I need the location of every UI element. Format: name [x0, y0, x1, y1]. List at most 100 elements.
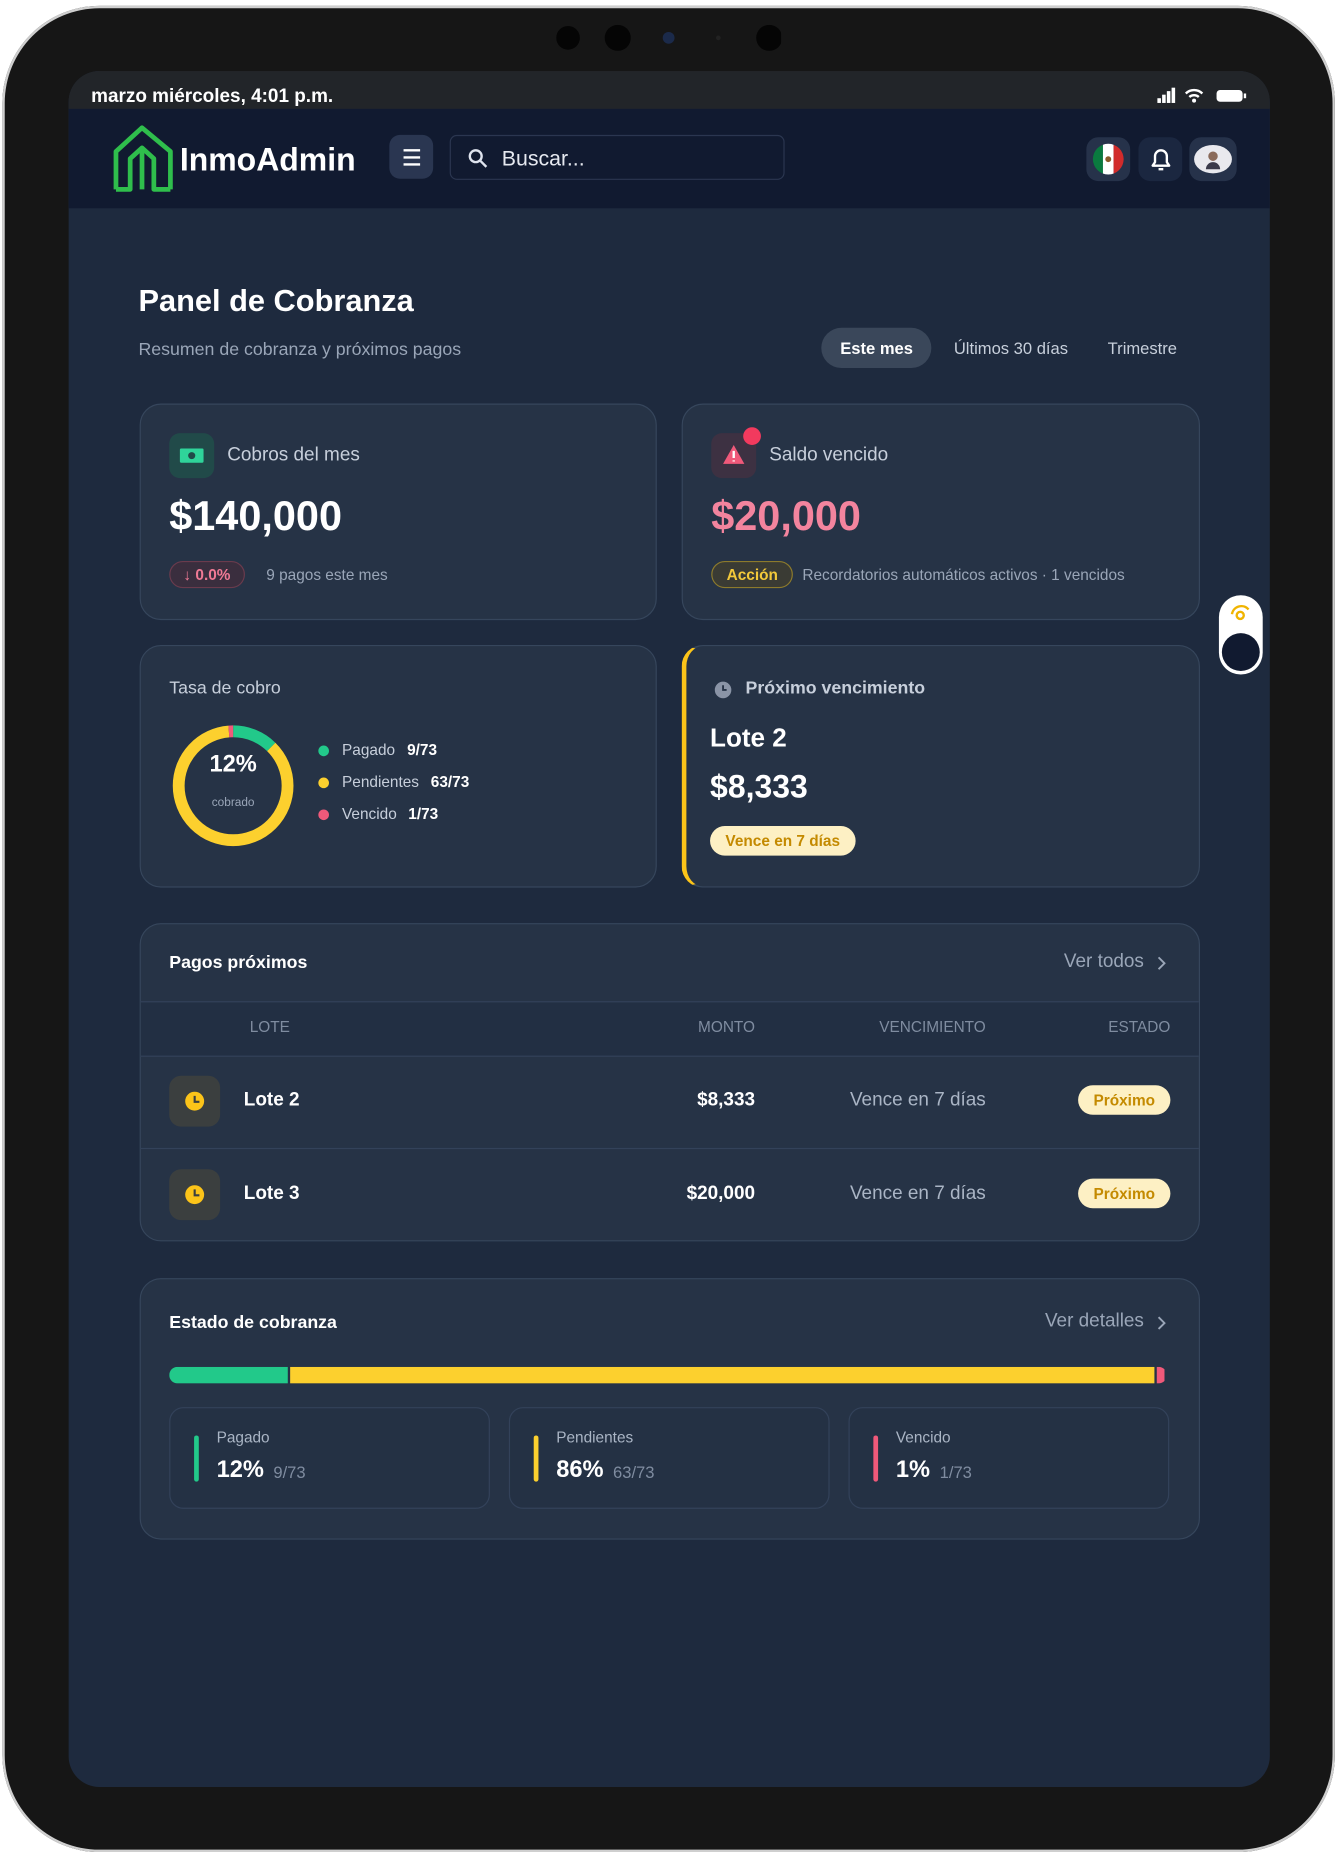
- stat-name: Pendientes: [556, 1428, 634, 1447]
- column-header: VENCIMIENTO: [879, 1017, 986, 1036]
- details-link[interactable]: Ver detalles: [1044, 1311, 1144, 1332]
- alert-dot: [743, 427, 761, 445]
- shape: [1157, 956, 1166, 970]
- bar-segment: [290, 1366, 1155, 1384]
- filter-tab[interactable]: Últimos 30 días: [953, 338, 1069, 358]
- card-label: Tasa de cobro: [169, 678, 281, 699]
- shape: [1184, 88, 1204, 99]
- legend-count: 63/73: [430, 772, 470, 791]
- top-bar: InmoAdmin Buscar...: [68, 108, 1270, 209]
- lote-amount: $8,333: [710, 769, 808, 805]
- shape: [193, 1095, 200, 1103]
- cell-lote: Lote 2: [243, 1089, 300, 1111]
- card-note: Recordatorios automáticos activos · 1 ve…: [802, 565, 1125, 584]
- shape: [722, 685, 727, 691]
- card-estado: Estado de cobranza Ver detalles Pagado 12…: [139, 1278, 1200, 1540]
- table-head: [140, 1001, 1199, 1057]
- donut-segment: [172, 725, 294, 847]
- stat-boxes: Pagado 12% 9/73 Pendientes 86% 63/73 Vencido 1%…: [169, 1407, 1170, 1511]
- card-note: 9 pagos este mes: [266, 565, 388, 584]
- language-button[interactable]: [1086, 137, 1131, 182]
- menu-icon: [403, 149, 421, 166]
- profile-button[interactable]: [1189, 137, 1237, 182]
- card-label: Saldo vencido: [769, 444, 889, 466]
- screen: marzo miércoles, 4:01 p.m. InmoAdmin Bus…: [68, 71, 1270, 1787]
- donut-segment: [172, 725, 294, 847]
- stat-accent: [533, 1435, 539, 1482]
- notifications-button[interactable]: [1138, 137, 1183, 182]
- action-badge[interactable]: Acción: [711, 560, 794, 589]
- shape: [468, 149, 483, 164]
- cell-estado: Próximo: [1078, 1085, 1171, 1115]
- stat-value: 12%: [216, 1456, 264, 1483]
- cell-vencimiento: Vence en 7 días: [849, 1089, 986, 1111]
- theme-toggle[interactable]: [1218, 595, 1263, 675]
- shape: [1171, 87, 1176, 103]
- page-subtitle: Resumen de cobranza y próximos pagos: [138, 339, 462, 360]
- stat-value: 86%: [556, 1456, 604, 1483]
- bar-segment: [1156, 1366, 1165, 1384]
- stat-name: Pagado: [216, 1428, 270, 1447]
- chevron: [1157, 1316, 1166, 1330]
- flag: [1092, 143, 1124, 175]
- card-label: Próximo vencimiento: [745, 678, 926, 699]
- progress-bar: [169, 1366, 1165, 1384]
- donut-legend: Pagado 9/73 Pendientes 63/73 Vencido 1/73: [318, 741, 626, 836]
- legend-dot: [318, 809, 329, 821]
- cell-monto: $20,000: [686, 1183, 756, 1204]
- stat-count: 9/73: [273, 1462, 306, 1482]
- cash-icon: [169, 433, 215, 479]
- camera: [556, 24, 783, 51]
- logo-icon: [113, 125, 173, 192]
- card-pagos: Pagos próximos Ver todos LOTE MONTO VENCIM…: [139, 923, 1200, 1242]
- donut-chart: [172, 725, 294, 847]
- shape: [1192, 98, 1197, 103]
- alert-glyph: [723, 444, 745, 464]
- card-value: $140,000: [169, 493, 342, 540]
- card-value: $20,000: [711, 493, 861, 540]
- card-tasa: Tasa de cobro 12% cobrado Pagado 9/73 Pend…: [139, 644, 657, 888]
- row-divider: [140, 1147, 1199, 1150]
- shape: [756, 24, 783, 51]
- search-icon: [468, 149, 488, 168]
- status-time: marzo miércoles, 4:01 p.m.: [91, 86, 334, 107]
- stat-count: 1/73: [939, 1462, 972, 1482]
- stat-accent: [194, 1435, 199, 1482]
- shape: [1235, 610, 1245, 621]
- shape: [556, 26, 580, 50]
- column-header: ESTADO: [1108, 1017, 1171, 1036]
- see-all-link[interactable]: Ver todos: [1063, 951, 1144, 972]
- filter-tabs: Este mes Últimos 30 días Trimestre: [821, 327, 1212, 369]
- shape: [1113, 143, 1124, 175]
- status-bar: marzo miércoles, 4:01 p.m.: [68, 71, 1270, 109]
- shape: [188, 452, 196, 460]
- change-badge: ↓ 0.0%: [169, 560, 245, 589]
- shape: [193, 1189, 200, 1197]
- row-icon: [169, 1075, 221, 1127]
- chevron: [1157, 956, 1166, 970]
- shape: [715, 35, 721, 41]
- filter-tab[interactable]: Trimestre: [1107, 338, 1178, 358]
- shape: [1105, 156, 1112, 163]
- cash-glyph: [179, 448, 204, 463]
- filter-tab[interactable]: Este mes: [821, 327, 932, 369]
- stat-box: Pendientes 86% 63/73: [508, 1407, 830, 1509]
- bar-segment: [169, 1366, 288, 1384]
- cell-monto: $8,333: [697, 1089, 756, 1111]
- clock-glyph: [185, 1091, 205, 1111]
- shape: [1151, 149, 1171, 167]
- cell-vencimiento: Vence en 7 días: [849, 1183, 986, 1204]
- menu-button[interactable]: [389, 134, 434, 179]
- search-box[interactable]: Buscar...: [449, 134, 785, 180]
- shape: [662, 31, 675, 44]
- card-label: Cobros del mes: [227, 444, 360, 466]
- shape: [1157, 1316, 1166, 1330]
- shape: [1205, 162, 1221, 170]
- section-title: Pagos próximos: [169, 952, 308, 973]
- shape: [113, 125, 173, 192]
- stat-accent: [873, 1435, 879, 1482]
- shape: [479, 160, 488, 168]
- stat-box: Vencido 1% 1/73: [848, 1407, 1170, 1509]
- legend-name: Vencido: [342, 804, 397, 823]
